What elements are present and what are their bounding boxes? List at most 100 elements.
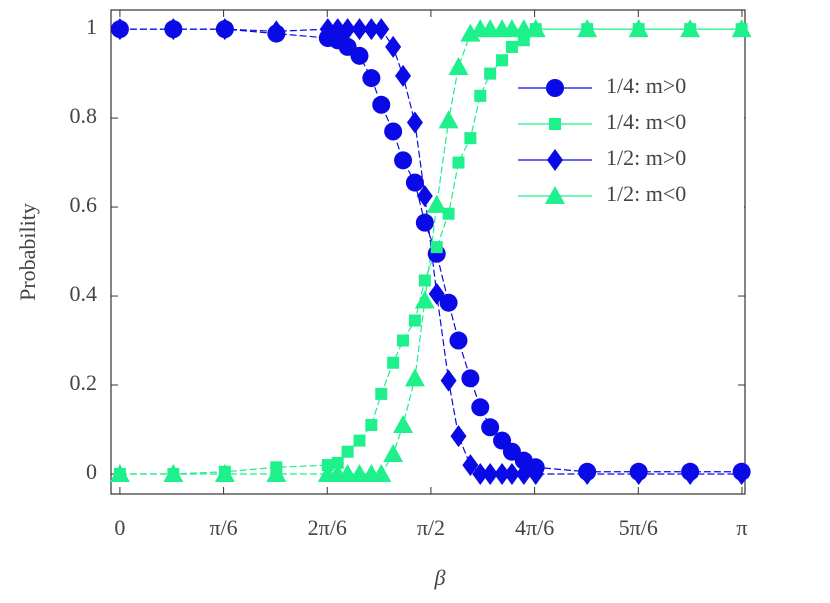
legend-marker <box>547 149 563 171</box>
point <box>163 463 184 482</box>
point <box>682 462 699 485</box>
y-tick-label: 1 <box>86 14 97 39</box>
point <box>351 18 368 41</box>
point <box>452 156 465 169</box>
y-tick-label: 0.6 <box>70 192 98 217</box>
point <box>385 35 402 58</box>
point <box>426 194 447 213</box>
point <box>414 290 435 309</box>
point <box>482 462 499 485</box>
point <box>428 282 445 305</box>
point <box>525 19 546 38</box>
point <box>438 110 459 129</box>
plot-frame <box>110 9 746 495</box>
point <box>472 462 489 485</box>
point <box>383 443 404 462</box>
point <box>353 434 366 447</box>
point <box>439 293 458 312</box>
point <box>268 20 285 43</box>
point <box>395 64 412 87</box>
point <box>397 334 410 347</box>
point <box>214 463 235 482</box>
point <box>579 462 596 485</box>
y-tick-label: 0.4 <box>70 281 98 306</box>
point <box>416 184 433 207</box>
point <box>494 462 511 485</box>
legend-label: 1/2: m>0 <box>606 145 686 170</box>
y-tick-label: 0.8 <box>70 103 98 128</box>
legend-label: 1/4: m<0 <box>606 109 686 134</box>
x-tick-label: 2π/6 <box>308 515 347 540</box>
point <box>496 54 509 67</box>
point <box>375 387 388 400</box>
point <box>628 19 649 38</box>
point <box>319 18 336 41</box>
x-tick-label: 5π/6 <box>619 515 658 540</box>
point <box>387 356 400 369</box>
point <box>404 368 425 387</box>
point <box>405 173 424 192</box>
x-tick-label: 4π/6 <box>515 515 554 540</box>
point <box>329 18 346 41</box>
point <box>449 331 468 350</box>
point <box>350 46 369 65</box>
point <box>471 398 490 417</box>
point <box>464 132 477 145</box>
point <box>450 425 467 448</box>
point <box>461 369 480 388</box>
point <box>415 213 434 232</box>
point <box>440 369 457 392</box>
point <box>630 462 647 485</box>
point <box>442 207 455 220</box>
point <box>266 463 287 482</box>
point <box>109 463 130 482</box>
point <box>362 69 381 88</box>
point <box>680 19 701 38</box>
point <box>216 18 233 41</box>
point <box>430 241 443 254</box>
point <box>481 418 500 437</box>
point <box>372 95 391 114</box>
point <box>373 18 390 41</box>
point <box>577 19 598 38</box>
point <box>341 445 354 458</box>
point <box>339 18 356 41</box>
point <box>394 151 413 170</box>
point <box>406 111 423 134</box>
point <box>111 18 128 41</box>
point <box>733 462 750 485</box>
point <box>408 314 421 327</box>
point <box>517 34 530 47</box>
x-tick-label: π/6 <box>209 515 237 540</box>
point <box>527 462 544 485</box>
point <box>484 67 497 80</box>
point <box>448 56 469 75</box>
legend-label: 1/2: m<0 <box>606 181 686 206</box>
y-tick-label: 0 <box>86 459 97 484</box>
point <box>418 274 431 287</box>
y-axis-label: Probability <box>15 203 40 301</box>
point <box>515 462 532 485</box>
legend-marker <box>549 118 561 130</box>
point <box>371 463 392 482</box>
point <box>165 18 182 41</box>
point <box>503 462 520 485</box>
x-tick-label: π <box>736 515 747 540</box>
x-tick-label: 0 <box>114 515 125 540</box>
point <box>474 89 487 102</box>
point <box>731 19 752 38</box>
y-tick-label: 0.2 <box>70 370 98 395</box>
legend-label: 1/4: m>0 <box>606 73 686 98</box>
x-axis-label: β <box>434 565 446 590</box>
legend-marker <box>546 79 564 97</box>
x-tick-label: π/2 <box>417 515 445 540</box>
point <box>462 454 479 477</box>
point <box>363 18 380 41</box>
point <box>365 419 378 432</box>
point <box>505 40 518 53</box>
point <box>331 456 344 469</box>
point <box>384 122 403 141</box>
legend-marker <box>545 186 565 204</box>
